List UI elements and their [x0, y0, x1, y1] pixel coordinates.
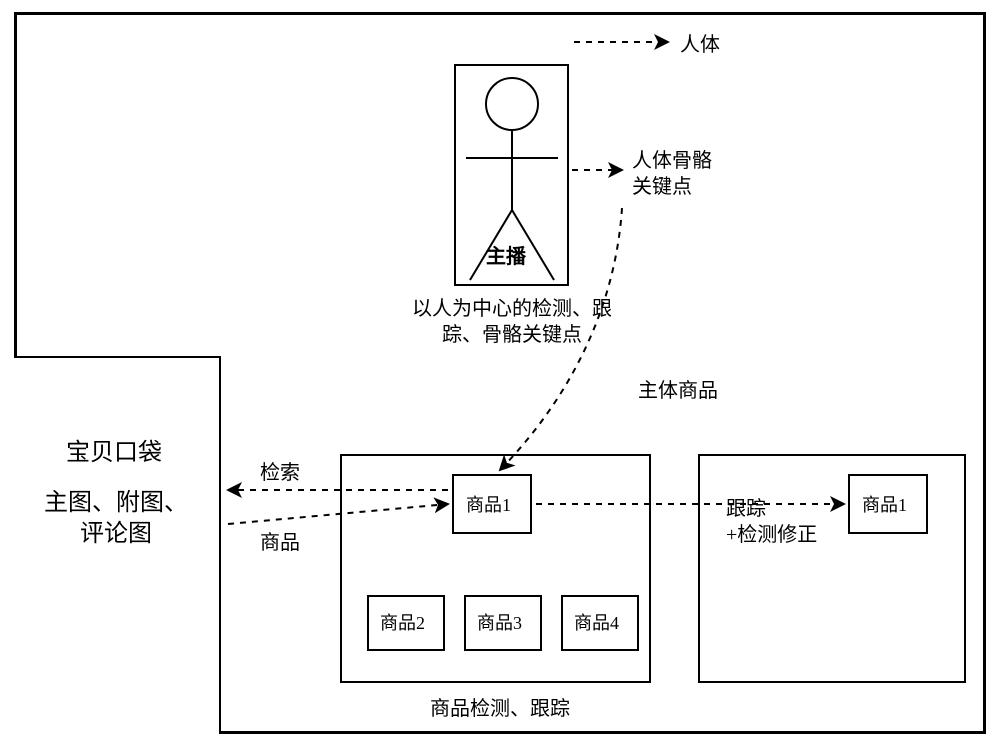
label-retrieval: 检索 — [260, 460, 300, 486]
label-rproduct1: 商品1 — [862, 494, 907, 517]
label-product3: 商品3 — [477, 612, 522, 635]
label-product2: 商品2 — [380, 612, 425, 635]
label-bottom-caption: 商品检测、跟踪 — [430, 696, 570, 722]
label-human-body: 人体 — [680, 32, 720, 58]
label-product1: 商品1 — [466, 494, 511, 517]
label-skeleton-points: 人体骨骼 关键点 — [632, 148, 712, 200]
label-main-subject: 主体商品 — [638, 378, 718, 404]
diagram-canvas: 人体 人体骨骼 关键点 主播 以人为中心的检测、跟 踪、骨骼关键点 主体商品 宝… — [0, 0, 1000, 746]
label-anchor: 主播 — [486, 244, 526, 270]
label-anchor-caption: 以人为中心的检测、跟 踪、骨骼关键点 — [402, 296, 622, 348]
label-goods: 商品 — [260, 530, 300, 556]
label-left-title: 宝贝口袋 — [66, 438, 162, 469]
label-product4: 商品4 — [574, 612, 619, 635]
label-track: 跟踪 +检测修正 — [726, 496, 817, 548]
label-left-sub: 主图、附图、 评论图 — [44, 488, 188, 550]
